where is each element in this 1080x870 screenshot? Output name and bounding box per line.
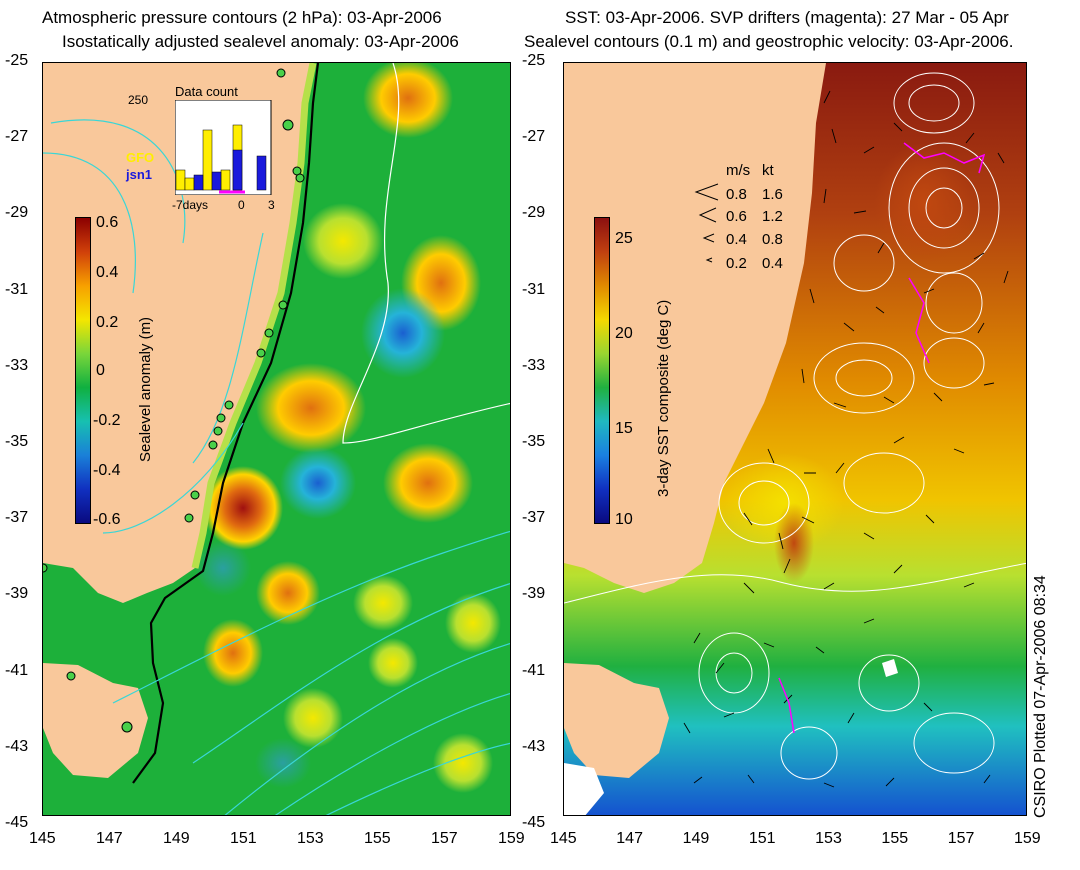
legend-jsn1: jsn1 xyxy=(126,167,153,182)
left-title-line2: Isostatically adjusted sealevel anomaly:… xyxy=(62,32,459,51)
pressure-contour-label: 250 xyxy=(128,93,149,107)
lat-tick-left: -37 xyxy=(5,509,29,527)
plot-credit: CSIRO Plotted 07-Apr-2006 08:34 xyxy=(1032,575,1049,818)
lat-tick-left: -41 xyxy=(5,661,29,679)
mainland-australia xyxy=(564,63,826,593)
left-cbar-tick: 0.4 xyxy=(96,264,119,281)
right-cbar-tick: 15 xyxy=(615,420,633,437)
lat-tick-right: -39 xyxy=(522,585,546,603)
lon-tick-left: 145 xyxy=(29,830,56,847)
lat-tick-left: -35 xyxy=(5,433,29,450)
speed-kt: 0.4 xyxy=(762,255,783,272)
lat-tick-right: -35 xyxy=(522,433,546,450)
speed-ms: 0.2 xyxy=(726,255,747,272)
speed-ms: 0.8 xyxy=(726,186,747,203)
lon-tick-left: 149 xyxy=(163,830,190,847)
right-cbar-tick: 10 xyxy=(615,511,633,528)
left-cbar-tick: -0.2 xyxy=(93,412,121,429)
lon-tick-right: 153 xyxy=(815,830,842,847)
sealevel-anomaly-map: 250 xyxy=(42,62,511,816)
lat-tick-right: -37 xyxy=(522,509,546,527)
lat-tick-left: -27 xyxy=(5,128,29,146)
right-cbar-tick: 20 xyxy=(615,325,633,342)
lat-tick-left: -25 xyxy=(5,52,29,69)
lon-tick-right: 159 xyxy=(1014,830,1041,847)
speed-kt: 1.2 xyxy=(762,208,783,225)
lon-tick-left: 157 xyxy=(431,830,458,847)
inset-axis-zero: 0 xyxy=(238,198,245,212)
lon-tick-left: 155 xyxy=(364,830,391,847)
lat-tick-left: -45 xyxy=(5,814,29,831)
lat-tick-right: -41 xyxy=(522,661,546,679)
speed-legend-header-ms: m/s xyxy=(726,162,751,179)
lat-tick-right: -29 xyxy=(522,204,546,222)
sst-colorbar xyxy=(594,217,610,524)
left-cbar-tick: 0 xyxy=(96,362,105,379)
lon-tick-left: 151 xyxy=(230,830,257,847)
tasmania xyxy=(43,663,148,778)
lat-tick-right: -31 xyxy=(522,280,546,298)
lat-tick-right: -43 xyxy=(522,737,546,755)
right-title-line2: Sealevel contours (0.1 m) and geostrophi… xyxy=(524,32,1014,51)
svp-drifter-tracks xyxy=(778,142,986,734)
lon-tick-right: 155 xyxy=(881,830,909,847)
sst-map xyxy=(563,62,1027,816)
lon-tick-left: 153 xyxy=(297,830,324,847)
right-colorbar-label: 3-day SST composite (deg C) xyxy=(655,299,672,497)
speed-legend-arrows xyxy=(694,183,719,263)
lat-tick-left: -33 xyxy=(5,356,29,374)
inset-title: Data count xyxy=(175,84,238,99)
lon-tick-right: 157 xyxy=(947,830,975,847)
lat-tick-right: -27 xyxy=(522,128,546,146)
left-cbar-tick: 0.2 xyxy=(96,314,119,331)
lon-tick-right: 145 xyxy=(550,830,577,847)
left-title-line1: Atmospheric pressure contours (2 hPa): 0… xyxy=(42,8,442,27)
lat-tick-right: -33 xyxy=(522,356,546,374)
inset-axis-end: 3 xyxy=(268,198,275,212)
right-title-line1: SST: 03-Apr-2006. SVP drifters (magenta)… xyxy=(565,8,1009,27)
left-cbar-tick: -0.6 xyxy=(93,511,121,528)
lat-tick-left: -31 xyxy=(5,280,29,298)
lon-tick-left: 159 xyxy=(498,830,525,847)
left-cbar-tick: 0.6 xyxy=(96,214,119,231)
lat-tick-left: -43 xyxy=(5,737,29,755)
left-colorbar-label: Sealevel anomaly (m) xyxy=(137,316,154,462)
speed-kt: 1.6 xyxy=(762,186,783,203)
data-count-inset xyxy=(175,100,272,195)
tasmania xyxy=(564,663,669,778)
lat-tick-right: -25 xyxy=(522,52,546,69)
lat-tick-right: -45 xyxy=(522,814,546,831)
sealevel-colorbar xyxy=(75,217,91,524)
lon-tick-left: 147 xyxy=(96,830,123,847)
lon-tick-right: 149 xyxy=(682,830,710,847)
lon-tick-right: 147 xyxy=(616,830,643,847)
lat-tick-left: -39 xyxy=(5,585,29,603)
legend-gfo: GFO xyxy=(126,150,155,165)
speed-legend-header-kt: kt xyxy=(762,162,774,179)
lat-tick-left: -29 xyxy=(5,204,29,222)
left-cbar-tick: -0.4 xyxy=(93,462,121,479)
speed-ms: 0.6 xyxy=(726,208,747,225)
mainland-australia xyxy=(43,63,313,603)
inset-axis-start: -7days xyxy=(172,198,209,212)
speed-ms: 0.4 xyxy=(726,231,747,248)
right-cbar-tick: 25 xyxy=(615,230,633,247)
speed-kt: 0.8 xyxy=(762,231,783,248)
lon-tick-right: 151 xyxy=(748,830,776,847)
